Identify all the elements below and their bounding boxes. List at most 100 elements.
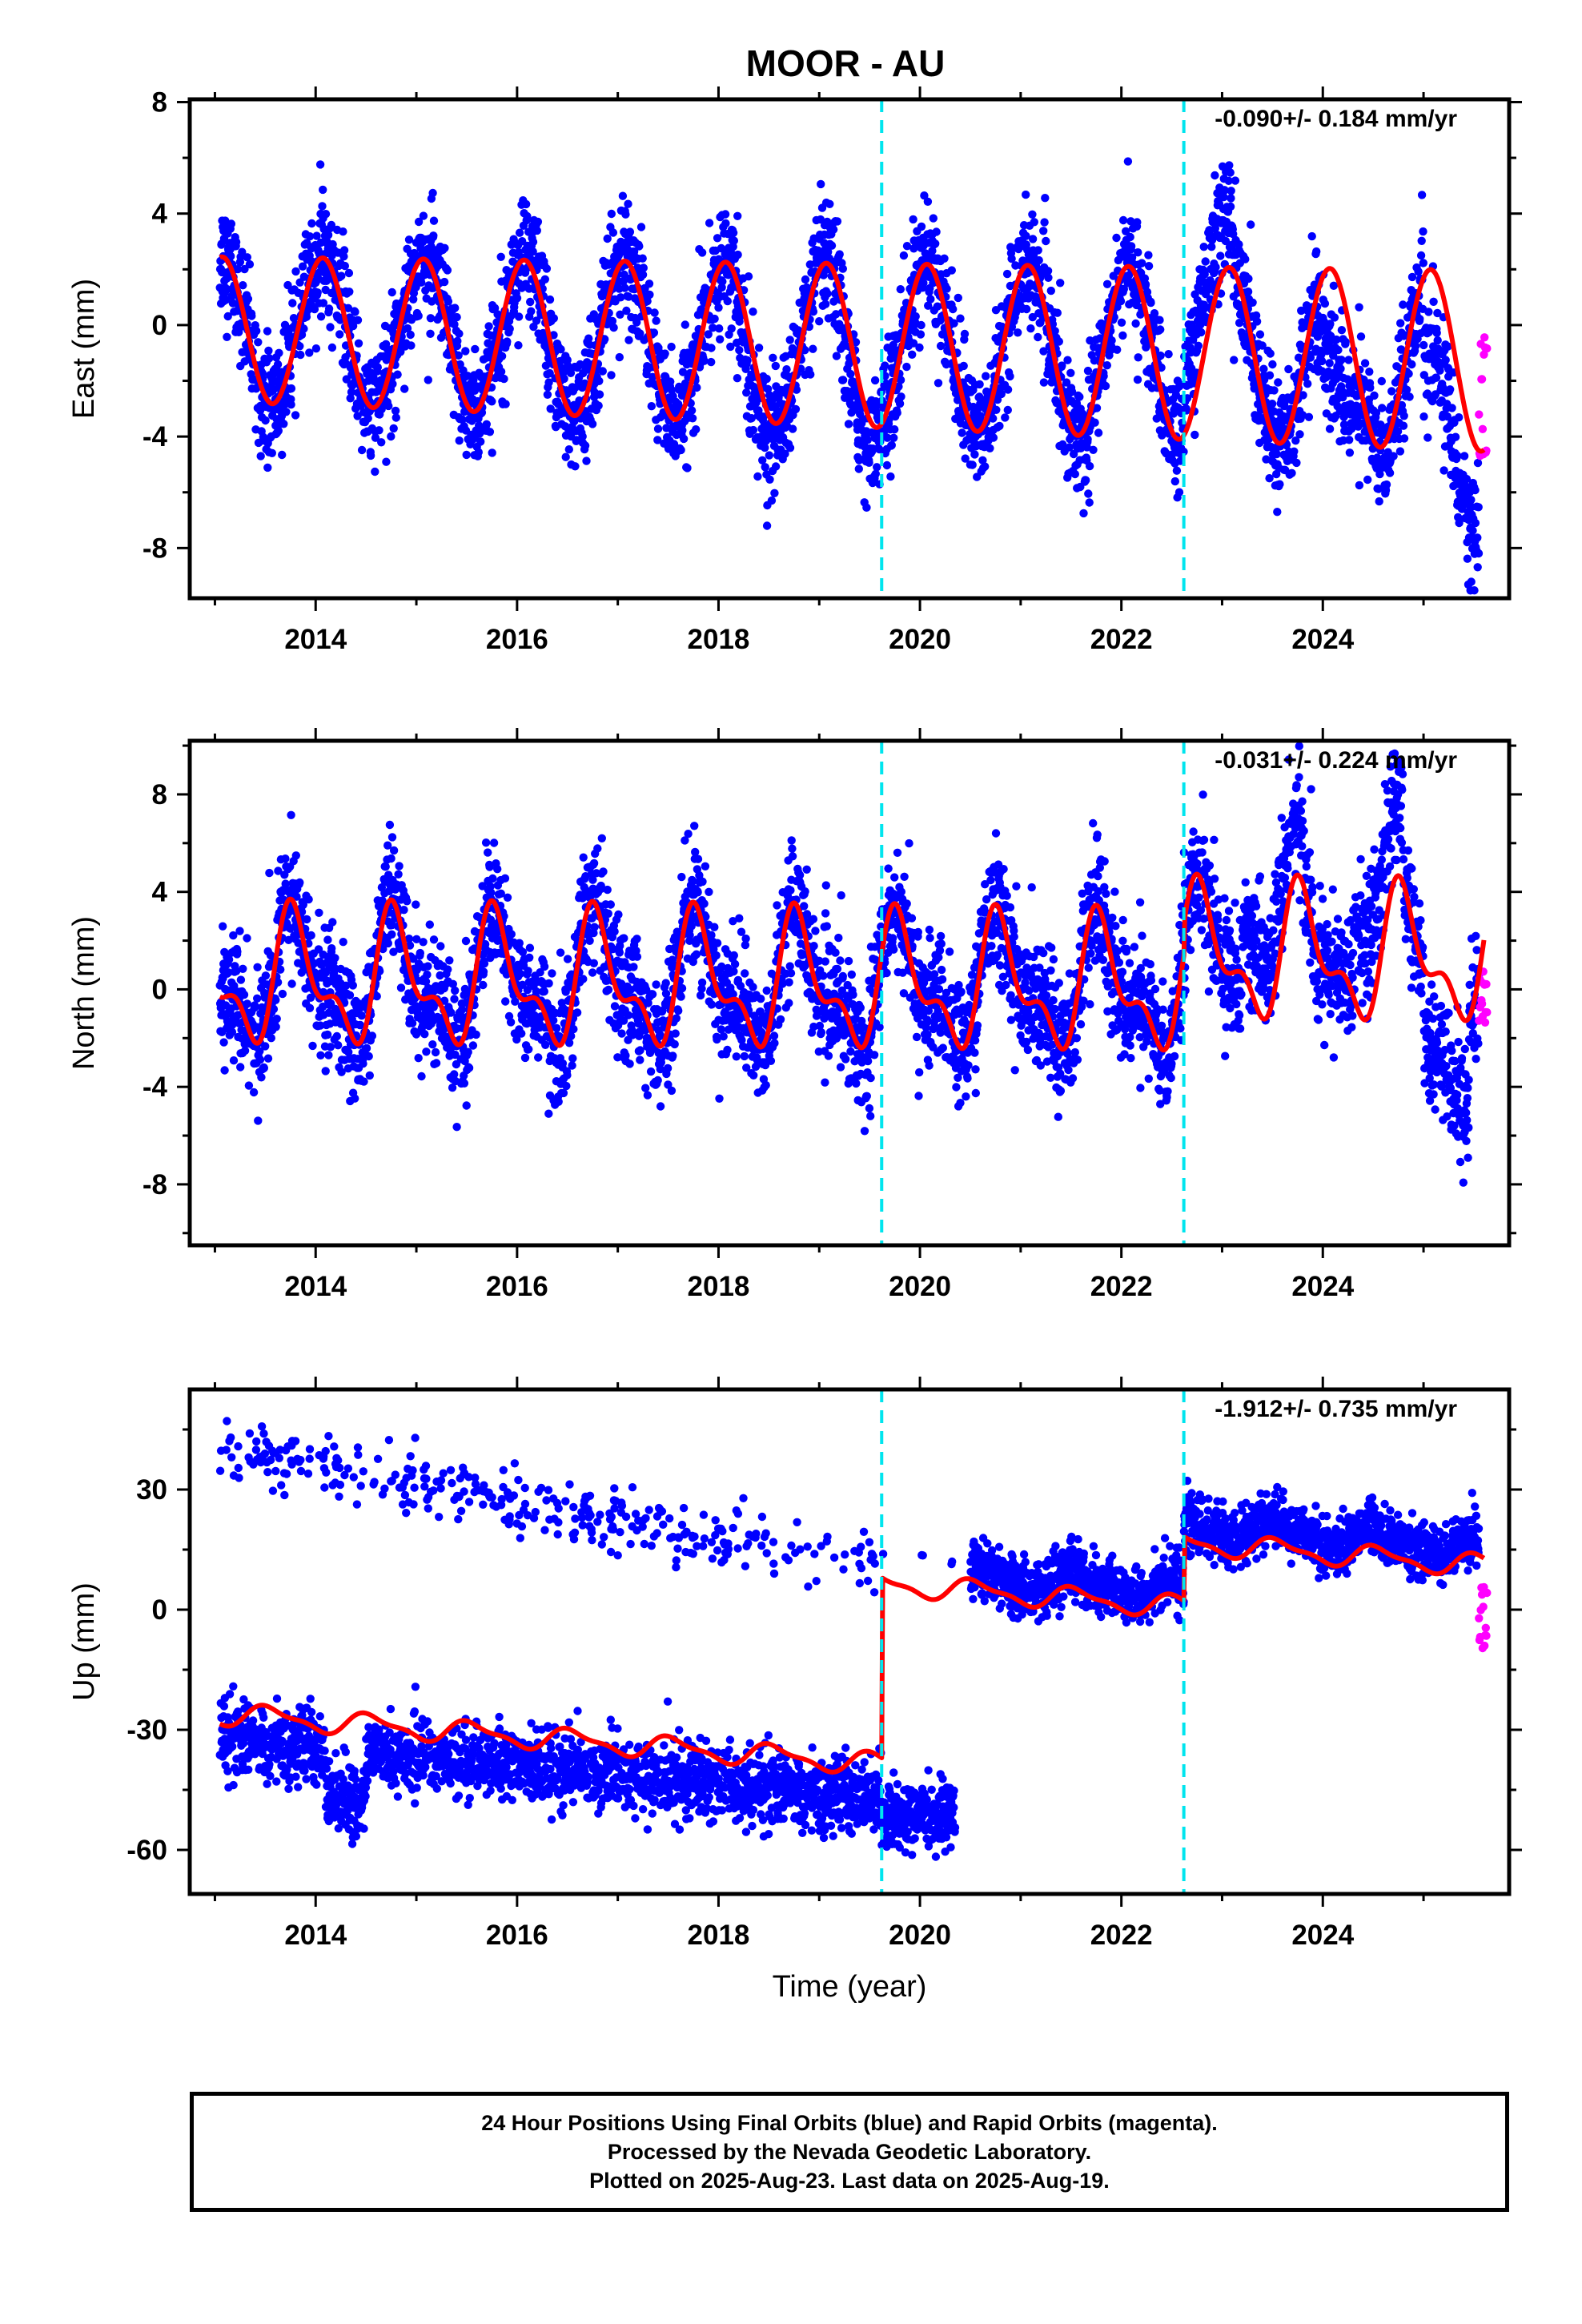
data-point bbox=[523, 211, 532, 221]
data-point bbox=[1431, 373, 1441, 382]
data-point bbox=[886, 354, 895, 363]
data-point bbox=[1345, 448, 1355, 457]
data-point bbox=[667, 342, 676, 352]
data-point bbox=[1474, 549, 1484, 558]
data-point bbox=[1003, 385, 1013, 394]
data-point bbox=[917, 320, 926, 330]
data-point bbox=[444, 965, 452, 974]
data-point bbox=[1424, 308, 1433, 316]
data-point bbox=[714, 304, 723, 312]
data-point bbox=[767, 496, 777, 505]
data-point bbox=[238, 247, 247, 256]
data-point bbox=[1325, 359, 1334, 368]
data-point bbox=[347, 388, 356, 396]
data-point bbox=[315, 160, 325, 169]
data-point bbox=[339, 938, 347, 947]
data-point bbox=[1417, 236, 1426, 245]
data-point bbox=[1419, 227, 1427, 236]
data-point bbox=[902, 242, 912, 251]
data-point bbox=[233, 264, 243, 274]
data-point bbox=[1265, 474, 1274, 483]
data-point bbox=[326, 1043, 335, 1051]
data-point bbox=[1116, 296, 1126, 306]
data-point bbox=[989, 433, 998, 442]
data-point bbox=[243, 295, 253, 304]
data-point bbox=[648, 372, 657, 381]
data-point bbox=[919, 279, 928, 287]
data-point bbox=[323, 1030, 332, 1039]
data-point bbox=[308, 1041, 317, 1051]
data-point bbox=[863, 436, 873, 444]
data-point bbox=[497, 352, 507, 360]
data-point bbox=[1467, 496, 1476, 505]
rapid-point bbox=[1477, 375, 1487, 384]
data-point bbox=[319, 224, 328, 234]
data-point bbox=[595, 376, 604, 385]
data-point bbox=[1084, 489, 1093, 498]
data-point bbox=[404, 935, 414, 943]
data-point bbox=[1378, 404, 1387, 412]
data-point bbox=[229, 1056, 239, 1065]
data-point bbox=[448, 979, 457, 989]
data-point bbox=[949, 304, 958, 314]
data-point bbox=[428, 188, 437, 198]
data-point bbox=[707, 357, 716, 367]
data-point bbox=[632, 318, 641, 327]
data-point bbox=[1007, 254, 1016, 263]
data-point bbox=[1363, 475, 1372, 485]
data-point bbox=[253, 994, 262, 1003]
data-point bbox=[278, 450, 287, 460]
data-point bbox=[1292, 458, 1301, 468]
data-point bbox=[1225, 161, 1234, 170]
data-point bbox=[424, 376, 432, 384]
data-point bbox=[471, 344, 480, 354]
data-point bbox=[365, 1071, 374, 1080]
data-point bbox=[323, 231, 333, 239]
data-point bbox=[607, 209, 616, 219]
data-point bbox=[371, 433, 380, 442]
data-point bbox=[236, 975, 246, 984]
data-point bbox=[1002, 269, 1012, 279]
data-point bbox=[960, 329, 970, 339]
data-point bbox=[1144, 262, 1154, 271]
data-point bbox=[556, 345, 565, 354]
data-point bbox=[540, 275, 549, 283]
plot-area-0 bbox=[215, 157, 1492, 595]
data-point bbox=[228, 1020, 237, 1029]
data-point bbox=[620, 283, 629, 292]
data-point bbox=[344, 1047, 353, 1057]
data-point bbox=[942, 284, 951, 293]
data-point bbox=[1330, 313, 1339, 322]
data-point bbox=[384, 401, 393, 411]
data-point bbox=[785, 336, 794, 344]
data-point bbox=[298, 262, 307, 271]
data-point bbox=[1085, 498, 1094, 507]
data-point bbox=[1272, 449, 1281, 459]
data-point bbox=[484, 848, 492, 857]
data-point bbox=[1133, 218, 1142, 227]
data-point bbox=[1030, 218, 1039, 227]
data-point bbox=[832, 352, 841, 360]
data-point bbox=[897, 392, 905, 401]
data-point bbox=[496, 367, 506, 376]
data-point bbox=[608, 316, 617, 326]
data-point bbox=[327, 343, 337, 352]
data-point bbox=[1102, 361, 1112, 370]
data-point bbox=[1258, 341, 1267, 350]
data-point bbox=[1197, 328, 1206, 337]
data-point bbox=[1318, 367, 1327, 376]
data-point bbox=[457, 1005, 467, 1015]
data-point bbox=[1006, 372, 1014, 381]
data-point bbox=[224, 955, 234, 964]
data-point bbox=[1417, 191, 1427, 199]
rapid-point bbox=[1483, 344, 1492, 353]
data-point bbox=[1216, 251, 1225, 260]
data-point bbox=[1043, 267, 1053, 275]
data-point bbox=[527, 307, 536, 316]
data-point bbox=[367, 1031, 377, 1040]
data-point bbox=[265, 354, 274, 363]
data-point bbox=[1441, 356, 1450, 364]
data-point bbox=[1142, 341, 1151, 351]
data-point bbox=[1170, 476, 1180, 486]
data-point bbox=[765, 475, 774, 484]
